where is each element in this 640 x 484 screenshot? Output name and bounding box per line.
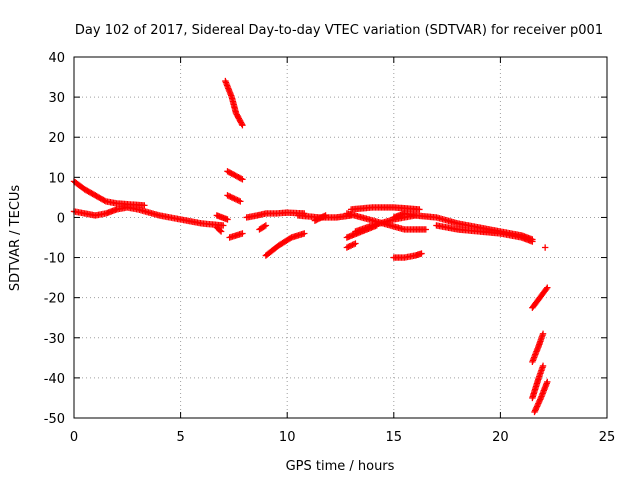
y-tick-label: 10 — [48, 171, 65, 186]
y-tick-label: -30 — [44, 332, 65, 347]
data-point — [346, 242, 353, 250]
axis-ticks — [73, 56, 608, 419]
y-tick-label: -10 — [44, 252, 65, 267]
x-tick-label: 20 — [492, 430, 509, 445]
data-point — [220, 222, 227, 229]
data-point — [529, 238, 536, 245]
x-tick-label: 0 — [70, 430, 78, 445]
data-point — [422, 226, 429, 233]
y-tick-label: 20 — [48, 131, 65, 146]
data-point — [234, 196, 241, 204]
data-point — [237, 175, 245, 182]
data-point — [232, 196, 240, 203]
data-point — [261, 223, 268, 230]
data-point — [227, 193, 234, 200]
data-point — [239, 230, 246, 237]
y-tick-label: -20 — [44, 292, 65, 307]
data-point — [416, 206, 423, 213]
data-point — [352, 240, 359, 247]
data-point — [321, 212, 328, 220]
plot-frame — [73, 56, 608, 419]
data-point — [539, 362, 547, 370]
x-axis-label: GPS time / hours — [286, 459, 395, 474]
chart-title: Day 102 of 2017, Sidereal Day-to-day VTE… — [75, 23, 603, 38]
y-tick-label: -50 — [44, 412, 65, 427]
x-tick-label: 25 — [599, 430, 616, 445]
data-point — [411, 212, 419, 219]
data-series — [70, 77, 551, 416]
data-point — [229, 194, 237, 202]
data-point — [231, 195, 238, 202]
data-point — [224, 192, 231, 199]
y-tick-label: 0 — [57, 211, 65, 226]
data-point — [322, 212, 329, 219]
data-point — [217, 228, 225, 235]
data-point — [541, 244, 549, 251]
x-tick-label: 15 — [386, 430, 403, 445]
data-point — [239, 121, 246, 129]
data-point — [349, 241, 356, 249]
data-point — [225, 192, 233, 200]
data-point — [350, 240, 358, 248]
grid-lines — [74, 57, 607, 418]
data-point — [239, 176, 246, 183]
data-point — [544, 378, 551, 386]
data-point — [235, 197, 243, 204]
data-point — [347, 242, 355, 249]
data-point — [262, 222, 270, 229]
data-point — [237, 198, 244, 205]
data-point — [418, 250, 425, 257]
data-point — [238, 120, 245, 128]
data-point — [539, 330, 547, 337]
y-tick-label: -40 — [44, 372, 65, 387]
data-point — [228, 194, 235, 201]
data-point — [101, 197, 108, 204]
y-tick-label: 40 — [48, 51, 65, 66]
tick-labels: 0 5 10 15 20 25 -50 -40 -30 -20 -10 0 10 20 30 40 — [44, 51, 616, 445]
x-tick-label: 10 — [279, 430, 296, 445]
y-axis-label: SDTVAR / TECUs — [8, 185, 23, 292]
data-point — [301, 230, 308, 237]
y-tick-label: 30 — [48, 91, 65, 106]
data-point — [343, 244, 351, 251]
data-point — [216, 227, 224, 234]
x-tick-label: 5 — [176, 430, 184, 445]
data-point — [224, 216, 231, 223]
data-point — [543, 285, 550, 293]
data-point — [345, 243, 352, 251]
data-point — [544, 284, 551, 291]
data-point — [141, 202, 148, 209]
